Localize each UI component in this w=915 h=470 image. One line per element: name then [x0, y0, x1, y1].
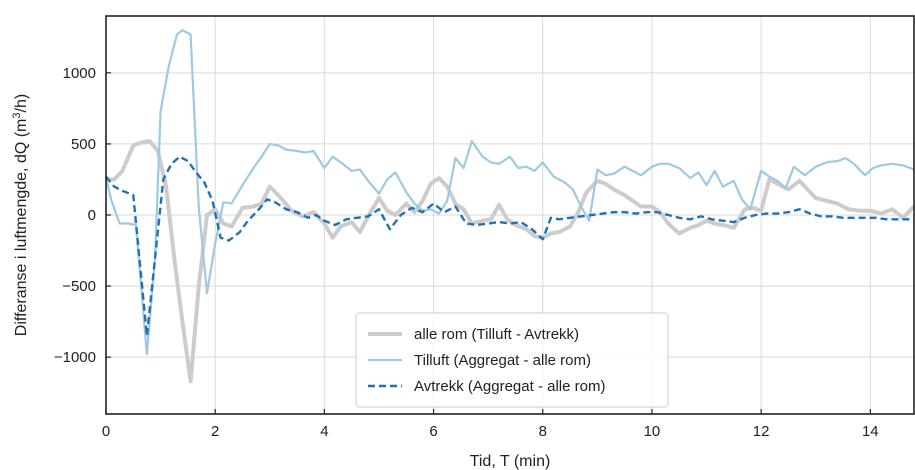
- legend: alle rom (Tilluft - Avtrekk) Tilluft (Agg…: [355, 312, 669, 408]
- x-tick-label: 8: [539, 423, 547, 440]
- series-line-1: [106, 139, 915, 384]
- y-axis-label-superscript: 3: [11, 112, 23, 118]
- y-axis-ticks: −1000 −500 0 500 1000: [54, 65, 111, 366]
- x-tick-label: 12: [753, 423, 770, 440]
- x-tick-label: 0: [102, 423, 110, 440]
- y-tick-label: 500: [71, 136, 96, 153]
- legend-label-3: Avtrekk (Aggregat - alle rom): [414, 378, 605, 395]
- x-tick-label: 6: [429, 423, 437, 440]
- x-tick-label: 14: [862, 423, 879, 440]
- y-axis-label-main: Differanse i luftmengde, dQ (m: [13, 119, 30, 337]
- y-axis-label: Differanse i luftmengde, dQ (m3/h): [11, 94, 30, 336]
- y-tick-label: 0: [88, 207, 96, 224]
- legend-label-2: Tilluft (Aggregat - alle rom): [414, 352, 591, 369]
- x-tick-label: 10: [644, 423, 661, 440]
- legend-entries: alle rom (Tilluft - Avtrekk) Tilluft (Agg…: [368, 326, 605, 395]
- y-axis-label-tail: /h): [13, 94, 30, 113]
- x-axis-label: Tid, T (min): [470, 453, 551, 470]
- legend-label-1: alle rom (Tilluft - Avtrekk): [414, 326, 579, 343]
- y-tick-label: −500: [62, 278, 96, 295]
- x-axis-ticks: 0 2 4 6 8 10 12 14: [102, 409, 879, 440]
- legend-box: [355, 312, 669, 408]
- series-line-3: [105, 155, 914, 337]
- x-tick-label: 2: [211, 423, 219, 440]
- series-line-2: [104, 29, 915, 356]
- y-tick-label: 1000: [63, 65, 96, 82]
- y-tick-label: −1000: [54, 349, 96, 366]
- series-lines: [104, 29, 915, 384]
- x-tick-label: 4: [320, 423, 328, 440]
